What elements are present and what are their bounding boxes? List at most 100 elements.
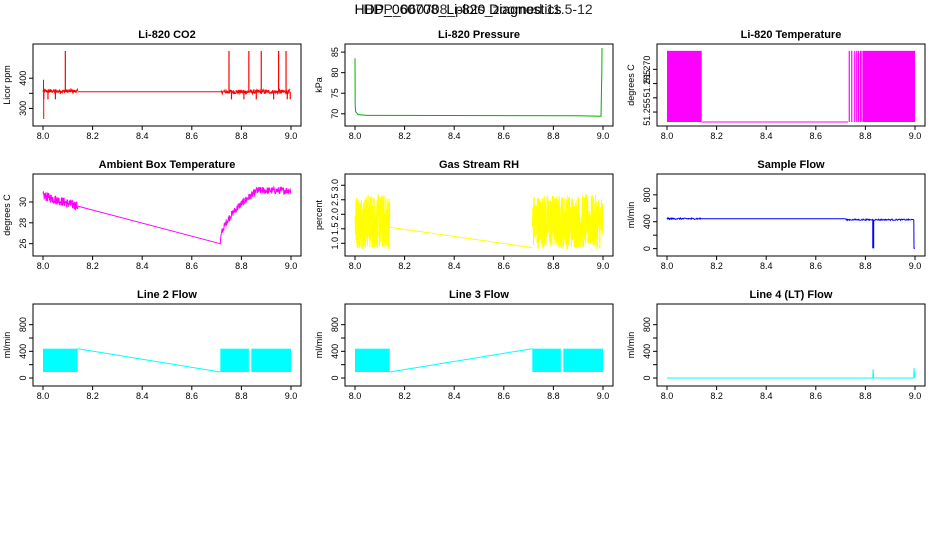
series-line [77,348,221,373]
y-tick-label: 400 [330,344,340,359]
y-tick-label: 400 [642,344,652,359]
chart-ambient: Ambient Box Temperature 8.0 8.2 8.4 8.6 8.8 9.… [2,159,302,271]
x-tick-label: 8.8 [547,391,560,401]
plot-frame [656,303,926,387]
y-axis-label: degrees C [2,194,12,236]
y-tick-label: 75 [330,88,340,98]
series-line [77,205,221,245]
x-tick-label: 9.0 [909,131,922,141]
chart-title: Ambient Box Temperature [99,159,236,171]
x-tick-label: 8.0 [661,261,674,271]
x-tick-label: 8.4 [448,131,461,141]
y-tick-label: 3.0 [330,179,340,192]
chart-title: Line 2 Flow [137,289,197,301]
series-noise [42,87,79,95]
series-band [355,348,390,372]
x-tick-label: 9.0 [285,261,298,271]
chart-temperature: Li-820 Temperature 8.0 8.2 8.4 8.6 8.8 9.0 51.2… [626,29,926,141]
x-tick-label: 8.6 [186,261,199,271]
chart-line2: Line 2 Flow 8.0 8.2 8.4 8.6 8.8 9.0 0 400 800 ml/m… [2,289,302,401]
y-axis-label: percent [314,199,324,230]
x-tick-label: 8.6 [498,391,511,401]
plot-frame [344,303,614,387]
y-tick-label: 51.255 [642,98,652,126]
y-tick-label: 400 [18,344,28,359]
x-tick-label: 8.4 [136,261,149,271]
x-tick-label: 8.4 [760,391,773,401]
series-band [220,348,249,372]
chart-sample: Sample Flow 8.0 8.2 8.4 8.6 8.8 9.0 0 400 800 ml/m… [626,159,926,271]
chart-title: Line 4 (LT) Flow [750,289,833,301]
plot-frame [32,303,302,387]
x-tick-label: 8.6 [498,131,511,141]
x-tick-label: 8.8 [547,261,560,271]
series-line [389,226,533,249]
chart-line3: Line 3 Flow 8.0 8.2 8.4 8.6 8.8 9.0 0 400 800 ml/m… [314,289,614,401]
x-tick-label: 8.8 [859,391,872,401]
y-tick-label: 51.270 [642,56,652,84]
series-band [563,348,603,372]
plot-frame [656,43,926,127]
series-noise [255,185,292,195]
x-tick-label: 8.0 [37,131,50,141]
y-tick-label: 30 [18,197,28,207]
y-tick-label: 400 [642,214,652,229]
x-tick-label: 8.0 [349,391,362,401]
series-noise [354,194,391,250]
y-tick-label: 800 [642,187,652,202]
series-noise [845,218,914,222]
y-tick-label: 70 [330,109,340,119]
plot-frame [32,173,302,257]
series-band [251,348,291,372]
x-tick-label: 8.0 [37,261,50,271]
y-tick-label: 300 [18,101,28,116]
x-tick-label: 8.6 [810,391,823,401]
x-tick-label: 8.2 [398,391,411,401]
plot-frame [656,173,926,257]
series-band [532,348,561,372]
x-tick-label: 8.4 [760,261,773,271]
y-tick-label: 85 [330,47,340,57]
x-tick-label: 8.4 [448,261,461,271]
page-title-overlay: HDP_060708_plots_zoomed 11.5-12 [363,1,593,17]
y-tick-label: 800 [18,317,28,332]
x-tick-label: 8.8 [235,131,248,141]
series-line [913,219,915,249]
y-tick-label: 80 [330,68,340,78]
y-axis-label: ml/min [626,202,636,229]
y-tick-label: 51.265 [642,70,652,98]
series-line [354,47,603,117]
series-band [862,50,915,122]
x-tick-label: 8.8 [859,131,872,141]
x-tick-label: 9.0 [285,391,298,401]
chart-line4: Line 4 (LT) Flow 8.0 8.2 8.4 8.6 8.8 9.0 0 400 80… [626,289,926,401]
x-tick-label: 8.4 [136,391,149,401]
y-tick-label: 0 [330,375,340,380]
x-tick-label: 8.4 [760,131,773,141]
y-axis-label: degrees C [626,64,636,106]
x-tick-label: 9.0 [285,131,298,141]
y-axis-label: ml/min [2,332,12,359]
x-tick-label: 8.8 [235,261,248,271]
y-tick-label: 26 [18,239,28,249]
y-tick-label: 800 [642,317,652,332]
chart-title: Gas Stream RH [439,159,519,171]
chart-rh: Gas Stream RH 8.0 8.2 8.4 8.6 8.8 9.0 1.01.5 2.0… [314,159,614,271]
y-tick-label: 0 [642,246,652,251]
x-tick-label: 8.0 [661,391,674,401]
series-noise [666,216,702,221]
y-tick-label: 2.0 [330,208,340,221]
x-tick-label: 8.8 [547,131,560,141]
x-tick-label: 8.2 [86,391,99,401]
y-tick-label: 2.5 [330,194,340,207]
chart-title: Li-820 Temperature [741,29,842,41]
y-axis-label: kPa [314,77,324,93]
plot-frame [32,43,302,127]
x-tick-label: 9.0 [597,131,610,141]
x-tick-label: 8.2 [710,391,723,401]
x-tick-label: 9.0 [597,391,610,401]
y-tick-label: 400 [18,71,28,86]
chart-title: Sample Flow [757,159,825,171]
x-tick-label: 9.0 [909,261,922,271]
chart-co2: Li-820 CO2 8.0 8.2 8.4 8.6 8.8 9.0 300 400 Licor … [2,29,302,141]
